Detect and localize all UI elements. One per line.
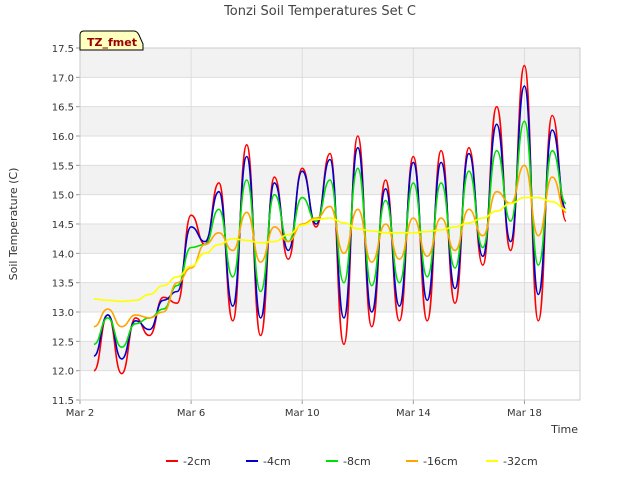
legend-item: -2cm bbox=[166, 455, 211, 468]
x-tick-label: Mar 18 bbox=[507, 408, 542, 419]
plot-band bbox=[80, 253, 580, 283]
site-badge: TZ_fmet bbox=[79, 30, 144, 51]
y-tick-label: 14.0 bbox=[52, 249, 74, 260]
legend-label: -4cm bbox=[263, 455, 291, 468]
y-tick-label: 11.5 bbox=[52, 396, 74, 407]
plot-band bbox=[80, 194, 580, 224]
y-axis: 11.5 12.0 12.5 13.0 13.5 14.0 14.5 15.0 15.5 16.0… bbox=[52, 44, 80, 407]
legend-label: -8cm bbox=[343, 455, 371, 468]
y-tick-label: 12.5 bbox=[52, 337, 74, 348]
plot-band bbox=[80, 341, 580, 371]
legend-item: -4cm bbox=[246, 455, 291, 468]
y-tick-label: 12.0 bbox=[52, 367, 74, 378]
plot-band bbox=[80, 282, 580, 312]
y-tick-label: 17.5 bbox=[52, 44, 74, 55]
y-tick-label: 13.5 bbox=[52, 279, 74, 290]
legend-label: -16cm bbox=[423, 455, 458, 468]
series-line-neg32cm bbox=[93, 196, 567, 303]
x-axis: Mar 2 Mar 6 Mar 10 Mar 14 Mar 18 bbox=[66, 400, 542, 419]
x-tick-label: Mar 2 bbox=[66, 408, 94, 419]
series-line-neg2cm bbox=[93, 64, 567, 375]
plot-band bbox=[80, 136, 580, 166]
y-tick-label: 16.5 bbox=[52, 103, 74, 114]
legend-item: -16cm bbox=[406, 455, 458, 468]
plot-frame bbox=[79, 47, 581, 401]
y-tick-label: 17.0 bbox=[52, 73, 74, 84]
plot-band bbox=[80, 224, 580, 254]
series-line-neg8cm bbox=[93, 120, 567, 348]
y-axis-label: Soil Temperature (C) bbox=[7, 168, 20, 281]
series-line-neg4cm bbox=[93, 85, 567, 360]
plot-bands bbox=[79, 47, 580, 401]
x-tick-label: Mar 6 bbox=[177, 408, 205, 419]
series-line-neg16cm bbox=[93, 164, 567, 328]
x-tick-label: Mar 10 bbox=[285, 408, 320, 419]
x-tick-label: Mar 14 bbox=[396, 408, 431, 419]
y-tick-label: 15.0 bbox=[52, 191, 74, 202]
legend-item: -8cm bbox=[326, 455, 371, 468]
plot-band bbox=[80, 312, 580, 342]
plot-band bbox=[80, 48, 580, 78]
y-tick-label: 15.5 bbox=[52, 161, 74, 172]
chart-title: Tonzi Soil Temperatures Set C bbox=[223, 4, 416, 19]
plot-band bbox=[80, 77, 580, 107]
legend-label: -32cm bbox=[503, 455, 538, 468]
x-axis-label: Time bbox=[550, 423, 578, 436]
site-badge-label: TZ_fmet bbox=[87, 36, 137, 49]
legend-item: -32cm bbox=[486, 455, 538, 468]
plot-band bbox=[80, 106, 580, 136]
y-tick-label: 13.0 bbox=[52, 308, 74, 319]
legend: -2cm -4cm -8cm -16cm -32cm bbox=[166, 455, 538, 468]
site-badge-box bbox=[79, 30, 144, 51]
series-lines bbox=[93, 64, 567, 375]
y-tick-label: 16.0 bbox=[52, 132, 74, 143]
y-tick-label: 14.5 bbox=[52, 220, 74, 231]
legend-label: -2cm bbox=[183, 455, 211, 468]
plot-band bbox=[80, 370, 580, 400]
